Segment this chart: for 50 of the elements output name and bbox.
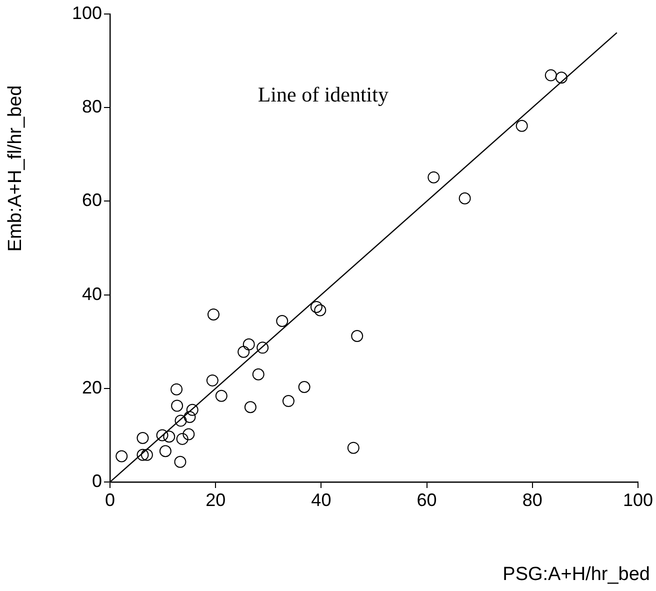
point	[136, 432, 149, 444]
x-tick-label: 40	[311, 490, 332, 510]
point	[186, 404, 198, 416]
point	[174, 414, 187, 427]
point	[242, 338, 255, 350]
point	[140, 448, 153, 461]
x-tick-label: 80	[522, 490, 542, 510]
point	[159, 445, 172, 458]
point	[116, 450, 128, 462]
y-tick-label: 0	[92, 470, 102, 491]
point	[184, 410, 196, 423]
x-tick-label: 100	[622, 490, 654, 510]
point	[163, 430, 176, 443]
point	[428, 171, 440, 184]
point	[238, 346, 250, 358]
point	[555, 72, 568, 84]
point	[171, 400, 184, 412]
y-tick-label: 60	[82, 190, 102, 210]
y-axis-title: Emb:A+H_fl/hr_bed	[5, 85, 26, 252]
point	[256, 342, 269, 354]
point	[347, 442, 360, 454]
x-axis-title: PSG:A+H/hr_bed	[502, 564, 650, 586]
point	[156, 429, 168, 442]
point	[182, 428, 195, 440]
point	[314, 304, 326, 316]
point	[298, 380, 310, 393]
point	[252, 368, 264, 380]
y-tick-label: 100	[72, 2, 102, 23]
annotation: Line of identity	[258, 82, 389, 107]
point	[544, 69, 557, 82]
x-tick-label: 60	[416, 490, 437, 510]
point	[136, 448, 149, 461]
point	[244, 401, 256, 414]
point	[282, 395, 294, 408]
point	[206, 374, 218, 386]
point	[276, 315, 288, 328]
y-tick-label: 40	[82, 284, 102, 304]
point	[351, 330, 364, 342]
point	[215, 390, 228, 402]
point	[458, 192, 471, 204]
y-tick-label: 20	[82, 377, 102, 398]
x-tick-label: 20	[206, 490, 226, 510]
point	[174, 456, 186, 468]
point	[170, 383, 183, 396]
point	[176, 432, 188, 445]
point	[516, 120, 528, 132]
x-tick-label: 0	[104, 490, 116, 510]
point	[310, 300, 322, 313]
y-tick-label: 80	[82, 96, 102, 117]
point	[207, 308, 220, 320]
